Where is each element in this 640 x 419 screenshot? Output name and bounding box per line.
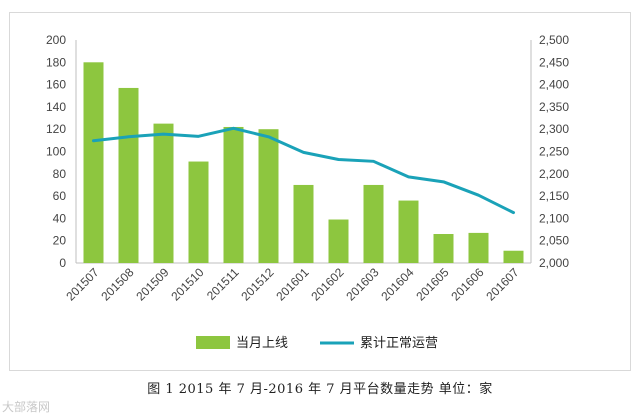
left-axis-ticks: 0 20 40 60 80 100 120 140 160 180 200 [46, 33, 66, 270]
bar-201511 [223, 126, 244, 263]
chart-frame [9, 12, 631, 371]
bar-201507 [83, 62, 104, 263]
x-tick-label: 201507 [63, 265, 101, 303]
figure-caption: 图 1 2015 年 7 月-2016 年 7 月平台数量走势 单位：家 [147, 382, 493, 397]
bar-201508 [118, 87, 139, 263]
x-tick-label: 201601 [273, 265, 311, 303]
right-tick-label: 2,050 [539, 234, 569, 248]
x-tick-label: 201510 [168, 265, 206, 303]
bar-201605 [433, 234, 454, 263]
right-tick-label: 2,200 [539, 167, 569, 181]
bar-201510 [188, 161, 209, 263]
bar-201509 [153, 123, 174, 263]
x-tick-label: 201603 [343, 265, 381, 303]
left-tick-label: 60 [53, 189, 67, 203]
left-tick-label: 100 [46, 145, 66, 159]
x-tick-label: 201512 [238, 265, 276, 303]
right-tick-label: 2,300 [539, 122, 569, 136]
x-tick-label: 201604 [378, 265, 416, 303]
right-axis-ticks: 2,000 2,050 2,100 2,150 2,200 2,250 2,300 2,350… [539, 33, 569, 270]
legend: 当月上线 累计正常运营 [196, 336, 438, 351]
right-tick-label: 2,450 [539, 55, 569, 69]
left-tick-label: 120 [46, 122, 66, 136]
x-tick-label: 201509 [133, 265, 171, 303]
right-tick-label: 2,000 [539, 256, 569, 270]
bar-201603 [363, 184, 384, 263]
right-tick-label: 2,250 [539, 145, 569, 159]
left-tick-label: 80 [53, 167, 67, 181]
bar-201606 [468, 232, 489, 263]
x-tick-label: 201607 [483, 265, 521, 303]
legend-line-label: 累计正常运营 [360, 336, 438, 351]
x-axis-ticks: 2015072015082015092015102015112015122016… [63, 265, 521, 303]
right-tick-label: 2,350 [539, 100, 569, 114]
bar-201602 [328, 219, 349, 263]
x-tick-label: 201602 [308, 265, 346, 303]
bar-201607 [503, 250, 524, 263]
right-tick-label: 2,500 [539, 33, 569, 47]
line-series [92, 126, 515, 215]
bar-201604 [398, 200, 419, 263]
bar-201512 [258, 129, 279, 263]
x-tick-label: 201606 [448, 265, 486, 303]
x-tick-label: 201511 [204, 265, 242, 303]
cumulative-line [92, 126, 515, 215]
watermark: 大部落网 [2, 400, 51, 414]
left-tick-label: 140 [46, 100, 66, 114]
x-tick-label: 201605 [413, 265, 451, 303]
left-tick-label: 0 [59, 256, 66, 270]
left-tick-label: 180 [46, 55, 66, 69]
right-tick-label: 2,150 [539, 189, 569, 203]
right-tick-label: 2,400 [539, 78, 569, 92]
left-tick-label: 40 [53, 211, 67, 225]
left-tick-label: 20 [53, 234, 67, 248]
bar-series [83, 62, 524, 263]
left-tick-label: 160 [46, 78, 66, 92]
left-tick-label: 200 [46, 33, 66, 47]
x-tick-label: 201508 [98, 265, 136, 303]
legend-bar-label: 当月上线 [236, 336, 288, 351]
right-tick-label: 2,100 [539, 211, 569, 225]
legend-bar-swatch [196, 336, 230, 349]
bar-201601 [293, 184, 314, 263]
